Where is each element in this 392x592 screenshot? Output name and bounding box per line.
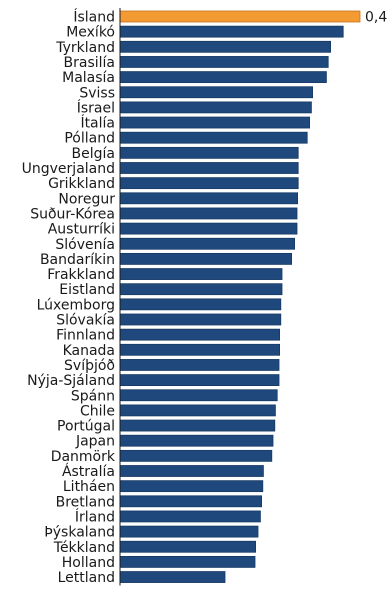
category-label-19: Lúxemborg	[37, 297, 115, 313]
bar-19	[119, 298, 282, 311]
bar-23	[119, 359, 280, 371]
category-label-35: Tékkland	[53, 540, 115, 556]
bar-16	[119, 252, 293, 265]
bar-22	[119, 343, 281, 356]
category-label-34: Þýskaland	[44, 525, 115, 541]
bar-2	[119, 40, 332, 53]
category-label-7: Ítalía	[80, 115, 115, 132]
bar-15	[119, 237, 296, 250]
category-label-15: Slóvenía	[55, 237, 115, 253]
bar-37	[119, 571, 226, 583]
category-label-1: Mexíkó	[66, 25, 115, 41]
bar-4	[119, 71, 327, 83]
category-label-20: Slóvakía	[56, 313, 115, 329]
bar-34	[119, 525, 259, 538]
bar-17	[119, 268, 283, 280]
category-label-0: Ísland	[73, 9, 115, 26]
category-label-18: Eistland	[59, 282, 115, 298]
category-label-29: Danmörk	[51, 449, 116, 465]
bar-20	[119, 313, 282, 326]
bar-11	[119, 177, 299, 190]
category-label-26: Chile	[80, 403, 115, 419]
category-label-13: Suður-Kórea	[30, 207, 115, 223]
bar-28	[119, 434, 274, 447]
category-label-22: Kanada	[63, 343, 115, 359]
bar-30	[119, 465, 264, 477]
category-label-21: Finnland	[56, 328, 115, 344]
bar-8	[119, 131, 308, 144]
category-label-14: Austurríki	[48, 222, 115, 238]
category-label-11: Grikkland	[48, 176, 115, 192]
bar-25	[119, 389, 278, 402]
bar-29	[119, 449, 273, 462]
category-label-8: Pólland	[64, 131, 115, 147]
bar-26	[119, 404, 276, 417]
category-label-25: Spánn	[71, 388, 115, 404]
bar-5	[119, 86, 314, 99]
category-label-23: Svíþjóð	[64, 358, 115, 374]
category-label-37: Lettland	[58, 570, 115, 586]
category-label-24: Nýja-Sjáland	[27, 373, 115, 389]
bar-10	[119, 162, 299, 174]
category-label-5: Sviss	[79, 85, 115, 101]
category-label-33: Írland	[75, 509, 115, 526]
category-label-16: Bandaríkin	[40, 252, 115, 268]
bar-24	[119, 374, 280, 387]
bar-0	[119, 10, 361, 23]
category-label-17: Frakkland	[47, 267, 115, 283]
bar-35	[119, 540, 257, 553]
category-label-28: Japan	[75, 434, 115, 450]
category-label-31: Litháen	[63, 479, 115, 495]
bar-32	[119, 495, 263, 508]
bar-6	[119, 101, 312, 114]
bar-13	[119, 207, 298, 220]
value-labels: 0,4	[365, 10, 387, 26]
category-label-4: Malasía	[62, 70, 115, 86]
value-label-0: 0,4	[365, 10, 387, 26]
bar-1	[119, 25, 344, 38]
category-label-6: Ísrael	[77, 99, 115, 116]
bar-27	[119, 419, 276, 432]
bar-21	[119, 328, 281, 341]
bar-9	[119, 146, 299, 159]
category-label-3: Brasilía	[64, 55, 115, 71]
bar-12	[119, 192, 299, 205]
bar-36	[119, 556, 256, 568]
category-label-30: Ástralía	[62, 463, 115, 480]
category-label-9: Belgía	[72, 146, 115, 162]
category-label-27: Portúgal	[57, 419, 115, 435]
category-label-32: Bretland	[56, 494, 115, 510]
bar-14	[119, 222, 298, 235]
bar-7	[119, 116, 311, 129]
bars-group	[119, 10, 361, 583]
bar-18	[119, 283, 283, 296]
category-label-2: Tyrkland	[55, 40, 115, 56]
bar-3	[119, 56, 329, 68]
category-label-10: Ungverjaland	[22, 161, 115, 177]
category-label-36: Holland	[62, 555, 115, 571]
category-labels: ÍslandMexíkóTyrklandBrasilíaMalasíaSviss…	[22, 9, 116, 587]
bar-31	[119, 480, 264, 493]
bar-33	[119, 510, 261, 523]
category-label-12: Noregur	[58, 191, 115, 207]
